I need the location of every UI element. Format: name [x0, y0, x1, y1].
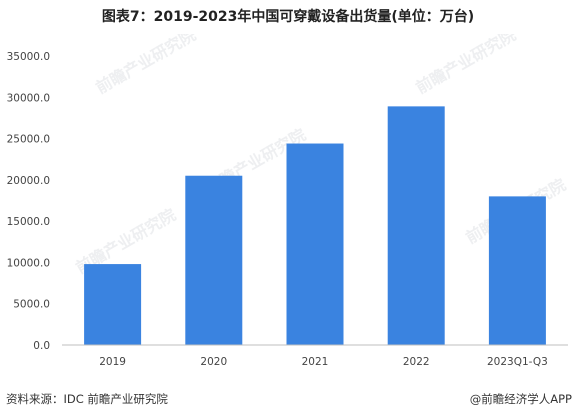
- y-tick-label: 20000.0: [7, 175, 50, 187]
- y-tick-label: 10000.0: [7, 257, 50, 269]
- y-tick-label: 5000.0: [13, 299, 50, 311]
- x-tick-label: 2019: [99, 356, 126, 368]
- watermark-text: 前瞻产业研究院: [413, 34, 520, 97]
- chart-area: 前瞻产业研究院前瞻产业研究院前瞻产业研究院前瞻产业研究院前瞻产业研究院 0.05…: [0, 34, 576, 374]
- y-tick-label: 35000.0: [7, 51, 50, 63]
- bar-2019: [84, 264, 142, 345]
- y-tick-label: 0.0: [33, 340, 50, 352]
- bar-2020: [185, 175, 243, 345]
- y-tick-label: 30000.0: [7, 92, 50, 104]
- brand-credit: @前瞻经济学人APP: [469, 392, 572, 406]
- bars-group: [84, 106, 546, 346]
- watermark-text: 前瞻产业研究院: [93, 34, 200, 97]
- x-tick-label: 2022: [403, 356, 430, 368]
- bar-2021: [286, 143, 344, 345]
- y-axis: 0.0 5000.0 10000.0 15000.0 20000.0 25000.0 300…: [7, 51, 50, 352]
- x-tick-label: 2021: [302, 356, 329, 368]
- bar-2022: [387, 106, 445, 346]
- y-tick-label: 25000.0: [7, 134, 50, 146]
- source-note: 资料来源：IDC 前瞻产业研究院: [6, 392, 168, 406]
- x-tick-label: 2020: [200, 356, 227, 368]
- bar-2023Q1-Q3: [488, 196, 546, 345]
- x-tick-label: 2023Q1-Q3: [487, 356, 548, 368]
- chart-title: 图表7：2019-2023年中国可穿戴设备出货量(单位：万台): [101, 9, 475, 25]
- bar-chart: 前瞻产业研究院前瞻产业研究院前瞻产业研究院前瞻产业研究院前瞻产业研究院 0.05…: [7, 34, 569, 368]
- x-axis: 2019 2020 2021 2022 2023Q1-Q3: [62, 344, 568, 368]
- y-tick-label: 15000.0: [7, 216, 50, 228]
